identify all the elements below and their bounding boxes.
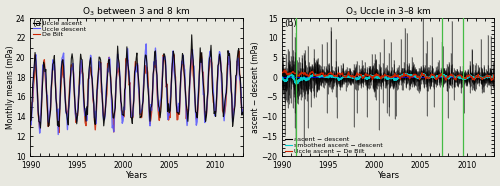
Title: O$_3$ between 3 and 8 km: O$_3$ between 3 and 8 km <box>82 6 190 18</box>
Legend: ascent − descent, smoothed ascent − descent, Uccle ascent − De Bilt: ascent − descent, smoothed ascent − desc… <box>284 136 384 154</box>
Legend: Uccle ascent, Uccle descent, De Bilt: Uccle ascent, Uccle descent, De Bilt <box>32 20 87 38</box>
X-axis label: Years: Years <box>126 171 148 180</box>
Y-axis label: ascent − descent (mPa): ascent − descent (mPa) <box>251 41 260 133</box>
Text: (a): (a) <box>32 19 45 28</box>
X-axis label: Years: Years <box>378 171 400 180</box>
Y-axis label: Monthly means (mPa): Monthly means (mPa) <box>6 45 15 129</box>
Title: O$_3$ Uccle in 3–8 km: O$_3$ Uccle in 3–8 km <box>345 6 432 18</box>
Text: (b): (b) <box>284 19 297 28</box>
